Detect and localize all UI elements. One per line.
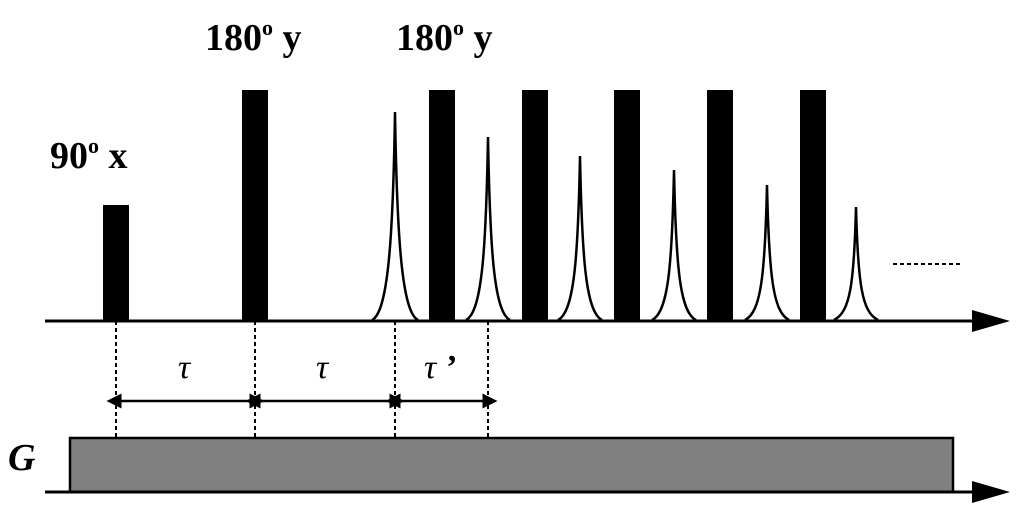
pulse-180-y-train-1 <box>429 90 455 321</box>
tau-prime-label: τ’ <box>424 349 458 386</box>
pulse-180-y-train-2 <box>522 90 548 321</box>
pulse-180-y-first <box>242 90 268 321</box>
label-90x: 90o x <box>50 133 128 177</box>
echo-4 <box>651 169 697 322</box>
tau-label-2: τ <box>316 349 330 386</box>
timing-guides <box>115 321 489 438</box>
pulse-180-y-train-4 <box>707 90 733 321</box>
label-180y-first: 180o y <box>205 15 302 59</box>
pulse-90-x <box>103 205 129 321</box>
tau-label-1: τ <box>178 349 192 386</box>
echo-3 <box>557 155 603 322</box>
refocusing-pulse-train <box>429 90 826 321</box>
echo-2 <box>465 136 511 322</box>
gradient-label: G <box>8 437 36 479</box>
echo-signals <box>371 111 879 322</box>
echo-5 <box>744 184 790 322</box>
label-180y-train: 180o y <box>396 15 493 59</box>
pulse-180-y-train-5 <box>800 90 826 321</box>
pulse-180-y-train-3 <box>614 90 640 321</box>
echo-6 <box>833 206 879 322</box>
gradient-axis-arrowhead <box>972 481 1010 503</box>
rf-axis-arrowhead <box>972 310 1010 332</box>
echo-1 <box>371 111 419 322</box>
gradient-block <box>68 436 955 494</box>
